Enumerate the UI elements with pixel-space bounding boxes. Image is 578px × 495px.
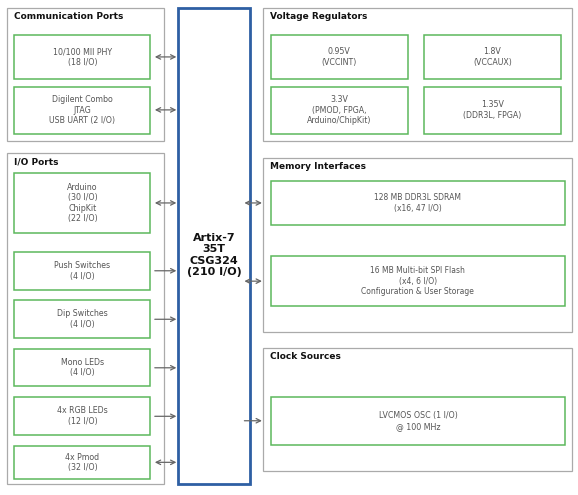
Text: 1.8V
(VCCAUX): 1.8V (VCCAUX) — [473, 47, 512, 67]
Bar — [271, 181, 565, 225]
Text: Voltage Regulators: Voltage Regulators — [270, 12, 367, 21]
Text: 16 MB Multi-bit SPI Flash
(x4, 6 I/O)
Configuration & User Storage: 16 MB Multi-bit SPI Flash (x4, 6 I/O) Co… — [361, 266, 475, 296]
Bar — [14, 397, 150, 435]
Text: Memory Interfaces: Memory Interfaces — [270, 162, 366, 171]
Text: 10/100 MII PHY
(18 I/O): 10/100 MII PHY (18 I/O) — [53, 47, 112, 67]
Bar — [178, 8, 250, 484]
Text: 4x Pmod
(32 I/O): 4x Pmod (32 I/O) — [65, 452, 99, 472]
Bar — [14, 349, 150, 386]
Bar — [263, 8, 572, 141]
Text: Arduino
(30 I/O)
ChipKit
(22 I/O): Arduino (30 I/O) ChipKit (22 I/O) — [67, 183, 98, 223]
Bar — [7, 8, 164, 141]
Bar — [424, 87, 561, 134]
Text: 4x RGB LEDs
(12 I/O): 4x RGB LEDs (12 I/O) — [57, 406, 108, 426]
Text: Digilent Combo
JTAG
USB UART (2 I/O): Digilent Combo JTAG USB UART (2 I/O) — [49, 95, 116, 125]
Text: 1.35V
(DDR3L, FPGA): 1.35V (DDR3L, FPGA) — [464, 100, 521, 120]
Bar — [14, 446, 150, 479]
Bar — [7, 153, 164, 484]
Bar — [14, 87, 150, 134]
Bar — [424, 35, 561, 79]
Text: 0.95V
(VCCINT): 0.95V (VCCINT) — [322, 47, 357, 67]
Text: Communication Ports: Communication Ports — [14, 12, 123, 21]
Text: Clock Sources: Clock Sources — [270, 352, 341, 361]
Bar — [271, 256, 565, 306]
Text: Artix-7
35T
CSG324
(210 I/O): Artix-7 35T CSG324 (210 I/O) — [187, 233, 242, 277]
Text: LVCMOS OSC (1 I/O)
@ 100 MHz: LVCMOS OSC (1 I/O) @ 100 MHz — [379, 411, 457, 431]
Bar — [14, 35, 150, 79]
Bar — [14, 300, 150, 338]
Bar — [263, 348, 572, 471]
Bar — [14, 252, 150, 290]
Bar — [271, 397, 565, 445]
Text: Dip Switches
(4 I/O): Dip Switches (4 I/O) — [57, 309, 108, 329]
Text: 3.3V
(PMOD, FPGA,
Arduino/ChipKit): 3.3V (PMOD, FPGA, Arduino/ChipKit) — [307, 95, 372, 125]
Text: Push Switches
(4 I/O): Push Switches (4 I/O) — [54, 261, 110, 281]
Bar — [271, 87, 408, 134]
Text: 128 MB DDR3L SDRAM
(x16, 47 I/O): 128 MB DDR3L SDRAM (x16, 47 I/O) — [375, 193, 461, 213]
Bar — [263, 158, 572, 332]
Bar — [14, 173, 150, 233]
Text: I/O Ports: I/O Ports — [14, 157, 58, 166]
Bar — [271, 35, 408, 79]
Text: Mono LEDs
(4 I/O): Mono LEDs (4 I/O) — [61, 358, 104, 377]
